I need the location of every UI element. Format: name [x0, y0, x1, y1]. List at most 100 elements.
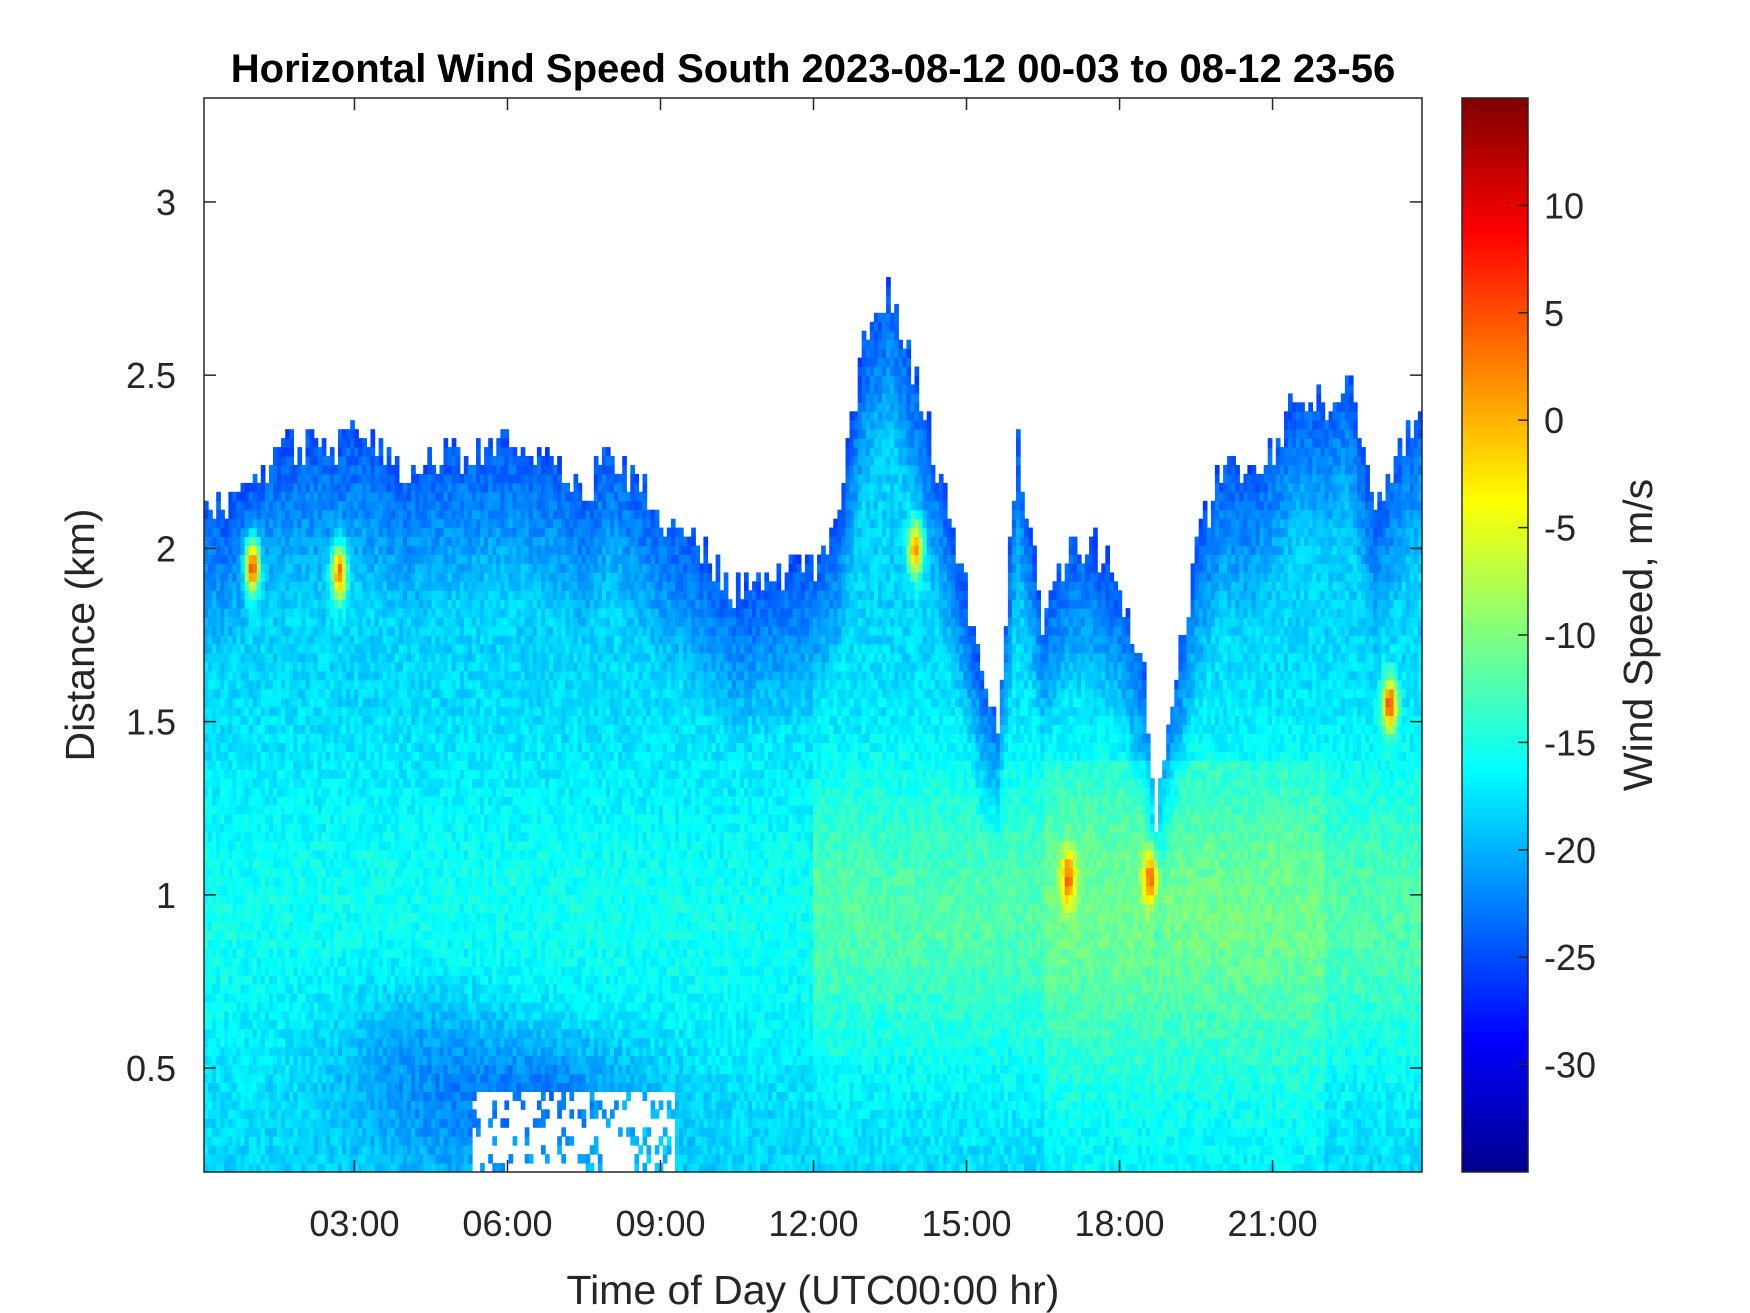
- heatmap-cell: [346, 635, 351, 645]
- heatmap-cell: [342, 1154, 347, 1164]
- heatmap-cell: [289, 715, 294, 725]
- heatmap-cell: [281, 1100, 286, 1110]
- heatmap-cell: [281, 840, 286, 851]
- heatmap-cell: [431, 465, 437, 475]
- heatmap-cell: [293, 536, 298, 547]
- heatmap-cell: [346, 581, 351, 591]
- heatmap-cell: [269, 1037, 274, 1048]
- heatmap-cell: [273, 831, 278, 842]
- heatmap-cell: [208, 930, 213, 940]
- heatmap-cell: [358, 1100, 363, 1110]
- heatmap-cell: [240, 679, 246, 690]
- heatmap-cell: [208, 581, 213, 591]
- heatmap-cell: [354, 733, 359, 743]
- heatmap-cell: [346, 545, 351, 555]
- heatmap-cell: [248, 796, 254, 806]
- heatmap-cell: [301, 787, 307, 797]
- heatmap-cell: [431, 1091, 437, 1101]
- heatmap-cell: [435, 1091, 441, 1101]
- heatmap-cell: [313, 1154, 319, 1164]
- heatmap-cell: [309, 930, 315, 940]
- heatmap-cell: [236, 1118, 242, 1128]
- heatmap-cell: [402, 939, 408, 949]
- heatmap-cell: [398, 599, 404, 609]
- heatmap-cell: [439, 1082, 445, 1092]
- heatmap-cell: [220, 688, 225, 699]
- heatmap-cell: [317, 831, 323, 842]
- heatmap-cell: [338, 831, 343, 842]
- heatmap-cell: [289, 948, 294, 958]
- heatmap-cell: [220, 1082, 225, 1092]
- heatmap-cell: [455, 724, 461, 734]
- heatmap-cell: [317, 626, 323, 636]
- heatmap-cell: [273, 447, 278, 457]
- heatmap-cell: [338, 438, 343, 448]
- heatmap-cell: [297, 518, 303, 529]
- heatmap-cell: [232, 778, 238, 788]
- heatmap-cell: [362, 447, 367, 457]
- heatmap-cell: [386, 509, 392, 520]
- heatmap-cell: [313, 957, 319, 967]
- heatmap-cell: [447, 751, 453, 761]
- heatmap-cell: [398, 796, 404, 806]
- heatmap-cell: [325, 572, 331, 582]
- heatmap-cell: [370, 679, 376, 690]
- heatmap-cell: [354, 1082, 359, 1092]
- heatmap-cell: [354, 1055, 359, 1066]
- heatmap-cell: [220, 1118, 225, 1128]
- heatmap-cell: [427, 796, 432, 806]
- heatmap-cell: [301, 769, 307, 779]
- heatmap-cell: [455, 769, 461, 779]
- heatmap-cell: [285, 1064, 290, 1075]
- heatmap-cell: [431, 903, 437, 913]
- heatmap-cell: [264, 751, 270, 761]
- heatmap-cell: [451, 840, 457, 851]
- heatmap-cell: [423, 823, 428, 833]
- heatmap-cell: [208, 984, 213, 994]
- heatmap-cell: [350, 563, 355, 573]
- heatmap-cell: [398, 715, 404, 725]
- heatmap-cell: [293, 840, 298, 851]
- heatmap-cell: [228, 984, 234, 994]
- heatmap-cell: [305, 823, 311, 833]
- heatmap-cell: [224, 563, 229, 573]
- heatmap-cell: [419, 1154, 424, 1164]
- heatmap-cell: [366, 867, 372, 878]
- heatmap-cell: [374, 679, 380, 690]
- heatmap-cell: [269, 957, 274, 967]
- heatmap-cell: [317, 661, 323, 672]
- heatmap-cell: [415, 644, 420, 654]
- heatmap-cell: [252, 617, 258, 627]
- heatmap-cell: [439, 465, 445, 475]
- heatmap-cell: [435, 787, 441, 797]
- heatmap-cell: [224, 1010, 229, 1021]
- heatmap-cell: [220, 1154, 225, 1164]
- heatmap-cell: [411, 509, 416, 520]
- heatmap-cell: [212, 885, 217, 896]
- heatmap-cell: [313, 1127, 319, 1137]
- heatmap-cell: [289, 572, 294, 582]
- heatmap-cell: [285, 975, 290, 985]
- heatmap-cell: [411, 688, 416, 699]
- heatmap-cell: [252, 1100, 258, 1110]
- heatmap-cell: [269, 599, 274, 609]
- heatmap-cell: [313, 635, 319, 645]
- heatmap-cell: [338, 482, 343, 493]
- heatmap-cell: [415, 572, 420, 582]
- heatmap-cell: [289, 1064, 294, 1075]
- heatmap-cell: [313, 644, 319, 654]
- heatmap-cell: [447, 617, 453, 627]
- heatmap-cell: [293, 733, 298, 743]
- heatmap-cell: [260, 599, 266, 609]
- heatmap-cell: [350, 849, 355, 860]
- heatmap-cell: [435, 1046, 441, 1057]
- heatmap-cell: [329, 894, 335, 904]
- heatmap-cell: [439, 858, 445, 869]
- heatmap-cell: [342, 465, 347, 475]
- heatmap-cell: [394, 903, 400, 913]
- heatmap-cell: [394, 545, 400, 555]
- heatmap-cell: [301, 921, 307, 931]
- heatmap-cell: [277, 608, 282, 618]
- heatmap-cell: [354, 787, 359, 797]
- heatmap-cell: [228, 679, 234, 690]
